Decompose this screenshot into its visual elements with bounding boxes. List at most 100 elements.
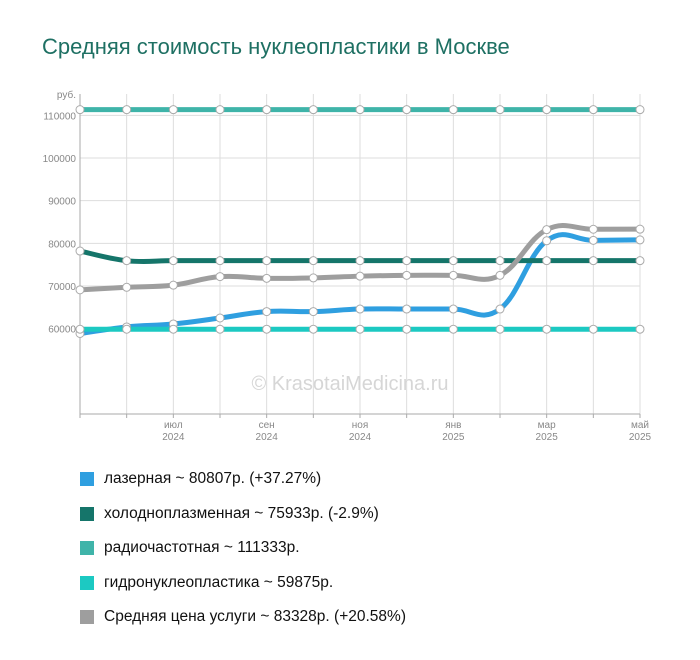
data-point — [402, 304, 412, 314]
data-point — [215, 272, 225, 282]
data-point — [402, 256, 412, 266]
x-tick-label: 2024 — [162, 432, 185, 443]
legend-label: холодноплазменная ~ 75933р. (-2.9%) — [104, 504, 379, 522]
watermark: © KrasotaiMedicina.ru — [251, 373, 448, 395]
x-tick-label: ноя — [352, 420, 369, 431]
data-point — [588, 235, 598, 245]
data-point — [355, 271, 365, 281]
legend: лазерная ~ 80807р. (+37.27%) холодноплаз… — [80, 462, 406, 635]
y-tick-label: 70000 — [48, 282, 76, 293]
data-point — [542, 256, 552, 266]
data-point — [355, 304, 365, 314]
data-point — [355, 256, 365, 266]
x-tick-label: 2025 — [442, 432, 465, 443]
data-point — [588, 324, 598, 334]
data-point — [495, 324, 505, 334]
data-point — [262, 256, 272, 266]
legend-swatch — [80, 575, 94, 590]
line-chart: 60000700008000090000100000110000руб.июл2… — [43, 89, 652, 443]
data-point — [542, 225, 552, 235]
data-point — [308, 273, 318, 283]
legend-item-laser[interactable]: лазерная ~ 80807р. (+37.27%) — [80, 462, 406, 497]
legend-item-average[interactable]: Средняя цена услуги ~ 83328р. (+20.58%) — [80, 600, 406, 635]
data-point — [215, 256, 225, 266]
data-point — [635, 256, 645, 266]
y-tick-label: 100000 — [43, 154, 77, 165]
data-point — [75, 285, 85, 295]
data-point — [635, 324, 645, 334]
data-point — [495, 105, 505, 115]
legend-label: лазерная ~ 80807р. (+37.27%) — [104, 470, 322, 488]
y-axis-unit: руб. — [57, 89, 76, 101]
data-point — [168, 324, 178, 334]
data-point — [168, 256, 178, 266]
legend-item-cold-plasma[interactable]: холодноплазменная ~ 75933р. (-2.9%) — [80, 497, 406, 532]
legend-swatch — [80, 472, 94, 487]
data-point — [122, 324, 132, 334]
x-tick-label: май — [631, 420, 649, 431]
chart-title: Средняя стоимость нуклеопластики в Москв… — [42, 34, 510, 59]
data-point — [262, 324, 272, 334]
data-point — [308, 307, 318, 317]
x-tick-label: 2025 — [629, 432, 652, 443]
y-tick-label: 110000 — [43, 111, 76, 122]
data-point — [635, 224, 645, 234]
data-point — [122, 256, 132, 266]
data-point — [75, 105, 85, 115]
data-point — [588, 224, 598, 234]
x-tick-label: июл — [164, 420, 183, 431]
data-point — [635, 105, 645, 115]
data-point — [168, 105, 178, 115]
data-point — [215, 324, 225, 334]
data-point — [355, 105, 365, 115]
data-point — [308, 324, 318, 334]
data-point — [215, 105, 225, 115]
data-point — [448, 105, 458, 115]
y-tick-label: 80000 — [48, 239, 76, 250]
legend-swatch — [80, 610, 94, 625]
data-point — [448, 324, 458, 334]
y-tick-label: 90000 — [48, 197, 76, 208]
data-point — [122, 105, 132, 115]
data-point — [495, 304, 505, 314]
data-point — [495, 270, 505, 280]
data-point — [495, 256, 505, 266]
data-point — [448, 256, 458, 266]
data-point — [262, 273, 272, 283]
data-point — [448, 304, 458, 314]
legend-swatch — [80, 541, 94, 556]
data-point — [355, 324, 365, 334]
legend-item-hydro[interactable]: гидронуклеопластика ~ 59875р. — [80, 566, 406, 601]
data-point — [75, 324, 85, 334]
legend-swatch — [80, 506, 94, 521]
data-point — [215, 313, 225, 323]
data-point — [588, 105, 598, 115]
x-tick-label: сен — [259, 420, 275, 431]
data-point — [122, 282, 132, 292]
x-tick-label: мар — [538, 420, 556, 431]
data-point — [402, 324, 412, 334]
data-point — [542, 105, 552, 115]
data-point — [168, 280, 178, 290]
data-point — [402, 270, 412, 280]
legend-label: гидронуклеопластика ~ 59875р. — [104, 573, 334, 591]
data-point — [75, 246, 85, 256]
data-point — [542, 236, 552, 246]
data-point — [402, 105, 412, 115]
y-tick-label: 60000 — [48, 325, 76, 336]
data-point — [635, 235, 645, 245]
data-point — [262, 105, 272, 115]
data-point — [262, 307, 272, 317]
data-point — [448, 270, 458, 280]
x-tick-label: 2024 — [349, 432, 372, 443]
data-point — [308, 256, 318, 266]
legend-label: радиочастотная ~ 111333р. — [104, 539, 300, 557]
legend-item-radiofrequency[interactable]: радиочастотная ~ 111333р. — [80, 531, 406, 566]
data-point — [542, 324, 552, 334]
x-tick-label: 2024 — [256, 432, 279, 443]
x-tick-label: 2025 — [536, 432, 559, 443]
x-tick-label: янв — [445, 420, 461, 431]
data-point — [588, 256, 598, 266]
legend-label: Средняя цена услуги ~ 83328р. (+20.58%) — [104, 608, 406, 626]
data-point — [308, 105, 318, 115]
